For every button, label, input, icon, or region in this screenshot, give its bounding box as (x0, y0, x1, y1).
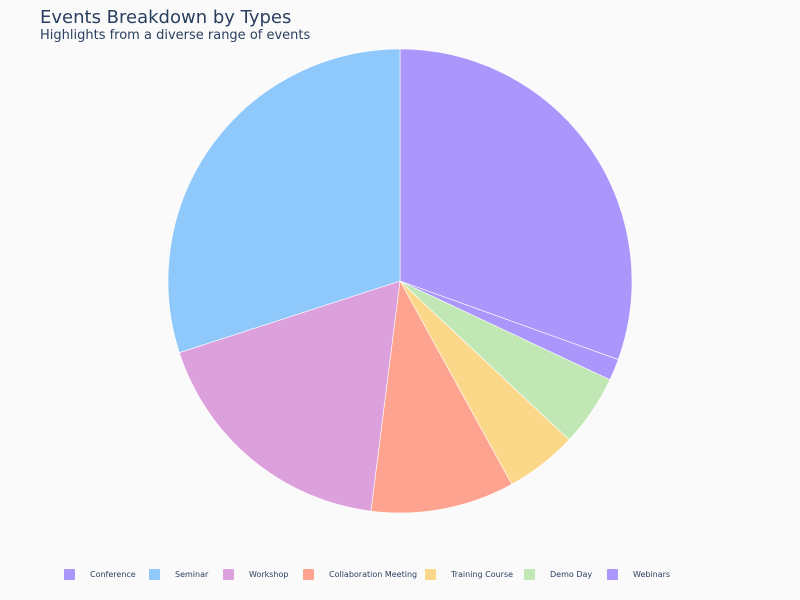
legend-label: Workshop (249, 569, 289, 579)
pie-slice-workshop[interactable] (178, 280, 401, 512)
legend-label: Collaboration Meeting (329, 569, 418, 579)
chart-subtitle: Highlights from a diverse range of event… (40, 28, 311, 43)
legend-item-seminar[interactable]: Seminar (149, 566, 208, 582)
legend: Conference Seminar Workshop Collaboration M… (0, 566, 800, 584)
legend-label: Training Course (451, 569, 514, 579)
legend-item-collaboration-meeting[interactable]: Collaboration Meeting (303, 566, 417, 582)
legend-label: Demo Day (550, 569, 593, 579)
legend-swatch (425, 568, 436, 580)
legend-swatch (607, 568, 618, 580)
legend-item-training-course[interactable]: Training Course (425, 566, 513, 582)
legend-swatch (149, 568, 160, 580)
legend-label: Conference (90, 569, 136, 579)
legend-item-webinars[interactable]: Webinars (607, 566, 670, 582)
legend-item-demo-day[interactable]: Demo Day (524, 566, 592, 582)
legend-swatch (64, 568, 75, 580)
pie-slice-seminar[interactable] (167, 48, 401, 354)
legend-swatch (303, 568, 314, 580)
legend-swatch (524, 568, 535, 580)
legend-item-workshop[interactable]: Workshop (223, 566, 288, 582)
legend-swatch (223, 568, 234, 580)
pie-slice-conference[interactable] (399, 48, 633, 360)
legend-item-conference[interactable]: Conference (64, 566, 136, 582)
legend-label: Seminar (175, 569, 209, 579)
chart-title: Events Breakdown by Types (40, 7, 292, 28)
legend-label: Webinars (633, 569, 671, 579)
pie-slice-collaboration-meeting[interactable] (370, 280, 513, 514)
